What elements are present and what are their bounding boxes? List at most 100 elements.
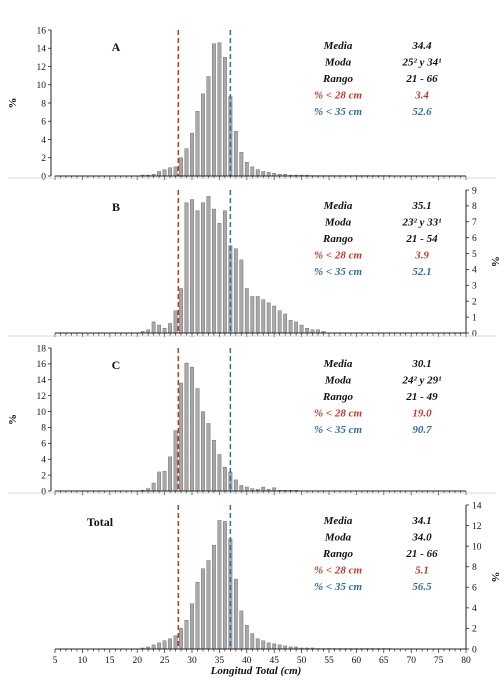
stat-value: 52.6 [412,106,432,118]
bar [162,640,167,650]
bar [255,638,260,650]
bar [261,299,266,334]
bar [244,486,249,492]
bar [157,171,162,177]
bar [173,635,178,650]
bar [184,362,189,492]
bar [222,466,227,492]
stat-value: 25² y 34¹ [402,57,442,69]
y-tick-label: 2 [472,625,477,635]
bar [266,172,271,177]
y-tick-label: 4 [41,456,46,466]
bar [294,321,299,334]
y-tick-label: 4 [41,136,46,146]
y-tick-label: 0 [472,329,477,339]
y-tick-label: 2 [41,471,46,481]
x-tick-label: 75 [434,656,444,666]
stat-label: Rango [322,233,353,245]
bar [266,642,271,650]
y-tick-label: 5 [472,250,477,260]
y-tick-label: 12 [472,522,482,532]
x-tick-label: 30 [187,656,197,666]
y-tick-label: 14 [37,45,47,55]
y-tick-label: 4 [472,266,477,276]
stat-value: 3.9 [414,250,429,262]
bar [217,223,222,334]
bar [244,162,249,177]
bar [261,486,266,492]
bar [201,93,205,177]
stat-value: 90.7 [412,424,432,436]
x-tick-label: 25 [160,656,170,666]
bar [173,310,178,334]
stat-value: 23² y 33¹ [402,217,442,229]
bar [250,296,255,334]
stat-label: Moda [324,375,352,387]
x-tick-label: 15 [105,656,115,666]
stat-value: 34.4 [411,40,432,52]
stat-label: Rango [322,391,353,403]
bar [173,166,178,177]
bar [195,210,200,334]
bar [206,423,211,492]
bar [239,259,244,334]
bar [151,644,156,650]
stat-value: 24² y 29¹ [402,375,442,387]
panel-label: B [112,200,120,214]
stat-label: % < 28 cm [314,250,363,262]
y-tick-label: 12 [37,63,47,73]
x-tick-label: 35 [215,656,225,666]
bar [162,470,167,492]
y-tick-label: 8 [472,202,477,212]
bar [179,628,183,650]
bar [195,581,200,650]
bar [244,625,249,650]
stat-label: Media [323,358,353,370]
stat-label: % < 28 cm [314,565,363,577]
y-tick-label: 6 [472,584,477,594]
y-tick-label: 0 [41,172,46,182]
bar [190,366,194,492]
y-tick-label: 6 [41,118,46,128]
y-tick-label: 3 [472,282,477,292]
y-tick-label: 2 [41,154,46,164]
stat-label: % < 35 cm [314,266,363,278]
bar [179,157,183,177]
stat-label: Media [323,40,353,52]
bar [179,382,183,492]
bar [157,471,162,492]
bar [233,479,238,492]
bar [212,208,216,334]
bar [162,328,167,334]
bar [250,633,255,650]
x-tick-label: 10 [78,656,88,666]
bar [305,328,309,334]
bar [266,302,271,334]
x-tick-label: 45 [269,656,279,666]
bar [151,321,156,334]
bar [151,482,156,492]
panel-label: A [112,40,121,54]
bar [190,199,194,334]
stat-value: 34.1 [411,515,431,527]
y-tick-label: 2 [472,298,477,308]
bar [244,288,249,334]
bar [190,603,194,650]
y-axis-label: % [7,414,19,425]
bar [272,643,277,650]
bar [233,248,238,334]
bar [255,296,260,334]
y-tick-label: 18 [37,344,47,354]
stat-value: 52.1 [412,266,431,278]
stat-value: 21 - 49 [405,391,438,403]
x-tick-label: 40 [242,656,252,666]
stat-value: 21 - 66 [405,548,438,560]
y-tick-label: 12 [37,392,47,402]
stat-value: 34.0 [411,532,432,544]
panel-a: 0 2 4 6 8 10 12 14 16% A Media 34.4 Moda 25² y 34¹ Ran… [7,26,467,182]
stat-value: 5.1 [415,565,429,577]
stat-value: 21 - 54 [405,233,438,245]
stat-value: 19.0 [412,408,432,420]
stat-label: % < 35 cm [314,424,363,436]
